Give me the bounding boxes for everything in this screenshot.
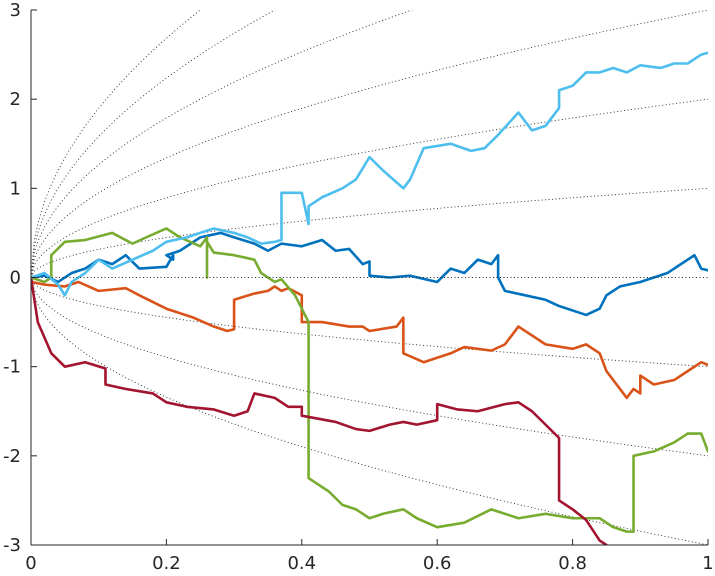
x-tick-label: 0.8 bbox=[558, 553, 587, 574]
x-tick-label: 0.4 bbox=[287, 553, 316, 574]
series-line-4 bbox=[31, 276, 608, 545]
guide-curve-6 bbox=[31, 10, 414, 278]
series-line-1 bbox=[31, 231, 708, 317]
x-tick-label: 0.2 bbox=[152, 553, 181, 574]
y-tick-label: 3 bbox=[10, 0, 21, 21]
x-tick-label: 1 bbox=[702, 553, 713, 574]
x-tick-label: 0.6 bbox=[423, 553, 452, 574]
guide-curves bbox=[31, 10, 708, 545]
series-line-5 bbox=[31, 51, 708, 297]
y-tick-label: -3 bbox=[3, 535, 21, 556]
x-tick-label: 0 bbox=[25, 553, 36, 574]
y-tick-label: -2 bbox=[3, 446, 21, 467]
y-ticks: -3 -2 -1 0 1 2 3 bbox=[3, 0, 37, 556]
axes bbox=[30, 10, 708, 546]
y-tick-label: 0 bbox=[10, 268, 21, 289]
series-group bbox=[31, 51, 708, 545]
guide-curve-4 bbox=[31, 98, 708, 278]
x-ticks: 0 0.2 0.4 0.6 0.8 1 bbox=[25, 539, 714, 574]
series-line-3 bbox=[31, 227, 708, 533]
series-line-2 bbox=[31, 280, 708, 400]
guide-curve-0 bbox=[31, 277, 708, 545]
guide-curve-1 bbox=[31, 277, 708, 457]
y-tick-label: -1 bbox=[3, 357, 21, 378]
y-tick-label: 1 bbox=[10, 178, 21, 199]
guide-curve-7 bbox=[31, 10, 276, 278]
guide-curve-5 bbox=[31, 10, 708, 278]
guide-curve-8 bbox=[31, 10, 201, 278]
y-tick-label: 2 bbox=[10, 89, 21, 110]
